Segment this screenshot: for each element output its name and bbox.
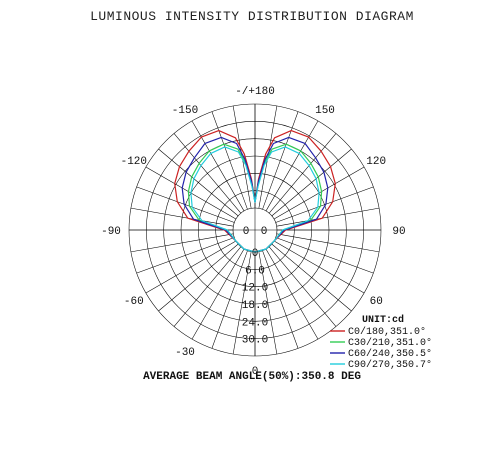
- grid-spoke: [265, 120, 319, 212]
- legend: UNIT:cd C0/180,351.0°C30/210,351.0°C60/2…: [330, 314, 432, 371]
- polar-grid: [128, 103, 382, 357]
- grid-spoke: [158, 243, 239, 312]
- radial-tick-label: 12.0: [242, 283, 268, 295]
- grid-spoke: [145, 240, 237, 294]
- centre-zero-label-right: 0: [261, 226, 268, 238]
- grid-spoke: [258, 251, 278, 355]
- grid-spoke: [158, 148, 239, 217]
- legend-entry: C60/240,350.5°: [348, 348, 432, 360]
- grid-spoke: [211, 250, 248, 349]
- angle-label: -/+180: [235, 86, 275, 98]
- radial-tick-label: 24.0: [242, 317, 268, 329]
- grid-spoke: [276, 207, 380, 227]
- grid-spoke: [191, 120, 245, 212]
- angle-label: 0: [252, 366, 259, 378]
- legend-entry: C90/270,350.7°: [348, 359, 432, 371]
- centre-zero-label-left: 0: [243, 226, 250, 238]
- radial-tick-label: 18.0: [242, 300, 268, 312]
- grid-spoke: [275, 186, 374, 223]
- grid-spoke: [276, 233, 380, 253]
- legend-entry: C0/180,351.0°: [348, 326, 426, 338]
- grid-spoke: [268, 246, 337, 327]
- grid-spoke: [265, 248, 319, 340]
- angle-label: -150: [172, 105, 198, 117]
- grid-spoke: [130, 207, 234, 227]
- grid-spoke: [271, 148, 352, 217]
- grid-spoke: [191, 248, 245, 340]
- angle-label: -90: [101, 226, 121, 238]
- grid-spoke: [262, 250, 299, 349]
- grid-spoke: [271, 243, 352, 312]
- average-beam-angle: AVERAGE BEAM ANGLE(50%):350.8 DEG: [143, 371, 361, 383]
- angle-label: -120: [121, 156, 147, 168]
- grid-spoke: [173, 133, 242, 214]
- radial-tick-label: 0: [252, 248, 259, 260]
- grid-spoke: [173, 246, 242, 327]
- series-curves: [174, 130, 336, 253]
- angle-label: 60: [370, 296, 383, 308]
- radial-tick-label: 30.0: [242, 335, 268, 347]
- series-curve-3: [190, 146, 320, 253]
- angle-label: 90: [392, 226, 405, 238]
- grid-spoke: [268, 133, 337, 214]
- grid-spoke: [130, 233, 234, 253]
- angle-label: -30: [175, 347, 195, 359]
- angle-labels: -/+180 -150 150 -120 120 -90 90 -60 60 -30 0: [101, 86, 406, 378]
- grid-spoke: [273, 240, 365, 294]
- grid-spoke: [275, 237, 374, 274]
- grid-spoke: [136, 186, 235, 223]
- angle-label: 150: [315, 105, 335, 117]
- legend-entry: C30/210,351.0°: [348, 337, 432, 349]
- angle-label: 120: [366, 156, 386, 168]
- grid-spoke: [136, 237, 235, 274]
- angle-label: -60: [124, 296, 144, 308]
- radial-tick-labels: 0 6.0 12.0 18.0 24.0 30.0 0 0: [242, 226, 268, 347]
- grid-spoke: [232, 251, 252, 355]
- grid-spoke: [211, 111, 248, 210]
- radial-tick-label: 6.0: [245, 265, 265, 277]
- chart-title: LUMINOUS INTENSITY DISTRIBUTION DIAGRAM: [90, 9, 414, 24]
- legend-unit-label: UNIT:cd: [362, 314, 404, 326]
- grid-spoke: [262, 111, 299, 210]
